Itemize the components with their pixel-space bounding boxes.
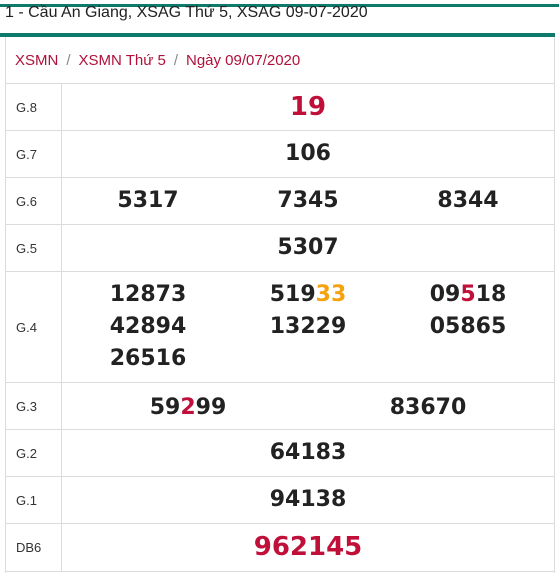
prize-number-g4-7: 26516 (109, 346, 187, 371)
breadcrumb-link-xsmn-thu-5[interactable]: XSMN Thứ 5 (78, 51, 166, 69)
breadcrumb-link-xsmn[interactable]: XSMN (15, 51, 59, 69)
prize-number-g4-1: 12873 (109, 282, 187, 307)
prize-label: G.4 (6, 272, 62, 382)
prize-number-g6-1: 5317 (117, 188, 179, 213)
prize-label: G.5 (6, 225, 62, 271)
prize-label: DB6 (6, 524, 62, 571)
prize-numbers: 5307 (62, 225, 554, 271)
prize-number-g4-3: 09518 (429, 282, 507, 307)
prize-label: G.1 (6, 477, 62, 523)
prize-label: G.3 (6, 383, 62, 429)
prize-numbers: 64183 (62, 430, 554, 476)
prize-number-g4-2: 51933 (269, 282, 347, 307)
prize-label: G.6 (6, 178, 62, 224)
page-title: 1 - Cầu An Giang, XSAG Thứ 5, XSAG 09-07… (5, 4, 368, 21)
prize-numbers: 962145 (62, 524, 554, 571)
lottery-result-table: XSMN / XSMN Thứ 5 / Ngày 09/07/2020 G.8 … (5, 37, 555, 573)
prize-number-g2: 64183 (269, 440, 347, 465)
breadcrumb-link-date[interactable]: Ngày 09/07/2020 (185, 51, 301, 69)
prize-number-g6-2: 7345 (277, 188, 339, 213)
prize-row-g1: G.1 94138 (6, 477, 554, 524)
prize-row-g3: G.3 59299 83670 (6, 383, 554, 430)
prize-row-g7: G.7 106 (6, 131, 554, 178)
breadcrumb-separator: / (173, 51, 178, 69)
prize-row-g8: G.8 19 (6, 84, 554, 131)
highlight-digits: 2 (180, 395, 196, 420)
prize-numbers: 12873 51933 09518 42894 13229 05865 2651… (62, 272, 554, 382)
highlight-digits: 5 (460, 282, 476, 307)
prize-number-g3-1: 59299 (149, 395, 227, 420)
highlight-digits: 33 (315, 282, 347, 307)
prize-number-g4-4: 42894 (109, 314, 187, 339)
prize-number-g3-2: 83670 (389, 395, 467, 420)
prize-number-g1: 94138 (269, 487, 347, 512)
prize-number-special: 962145 (253, 532, 363, 562)
prize-row-g5: G.5 5307 (6, 225, 554, 272)
prize-numbers: 19 (62, 84, 554, 130)
breadcrumb-separator: / (66, 51, 71, 69)
prize-numbers: 106 (62, 131, 554, 177)
prize-label: G.2 (6, 430, 62, 476)
header-accent-bar (0, 33, 555, 37)
header-accent-bar-top (0, 4, 559, 7)
prize-number-g7: 106 (285, 141, 331, 166)
prize-numbers: 94138 (62, 477, 554, 523)
prize-numbers: 59299 83670 (62, 383, 554, 429)
prize-row-g6: G.6 5317 7345 8344 (6, 178, 554, 225)
prize-number-g8: 19 (289, 92, 327, 122)
prize-number-g4-6: 05865 (429, 314, 507, 339)
prize-row-g2: G.2 64183 (6, 430, 554, 477)
prize-number-g4-5: 13229 (269, 314, 347, 339)
prize-label: G.8 (6, 84, 62, 130)
prize-numbers: 5317 7345 8344 (62, 178, 554, 224)
prize-number-g6-3: 8344 (437, 188, 499, 213)
prize-row-g4: G.4 12873 51933 09518 42894 13229 05865 … (6, 272, 554, 383)
prize-number-g5: 5307 (277, 235, 339, 260)
breadcrumb: XSMN / XSMN Thứ 5 / Ngày 09/07/2020 (6, 37, 554, 84)
prize-label: G.7 (6, 131, 62, 177)
prize-row-special: DB6 962145 (6, 524, 554, 572)
